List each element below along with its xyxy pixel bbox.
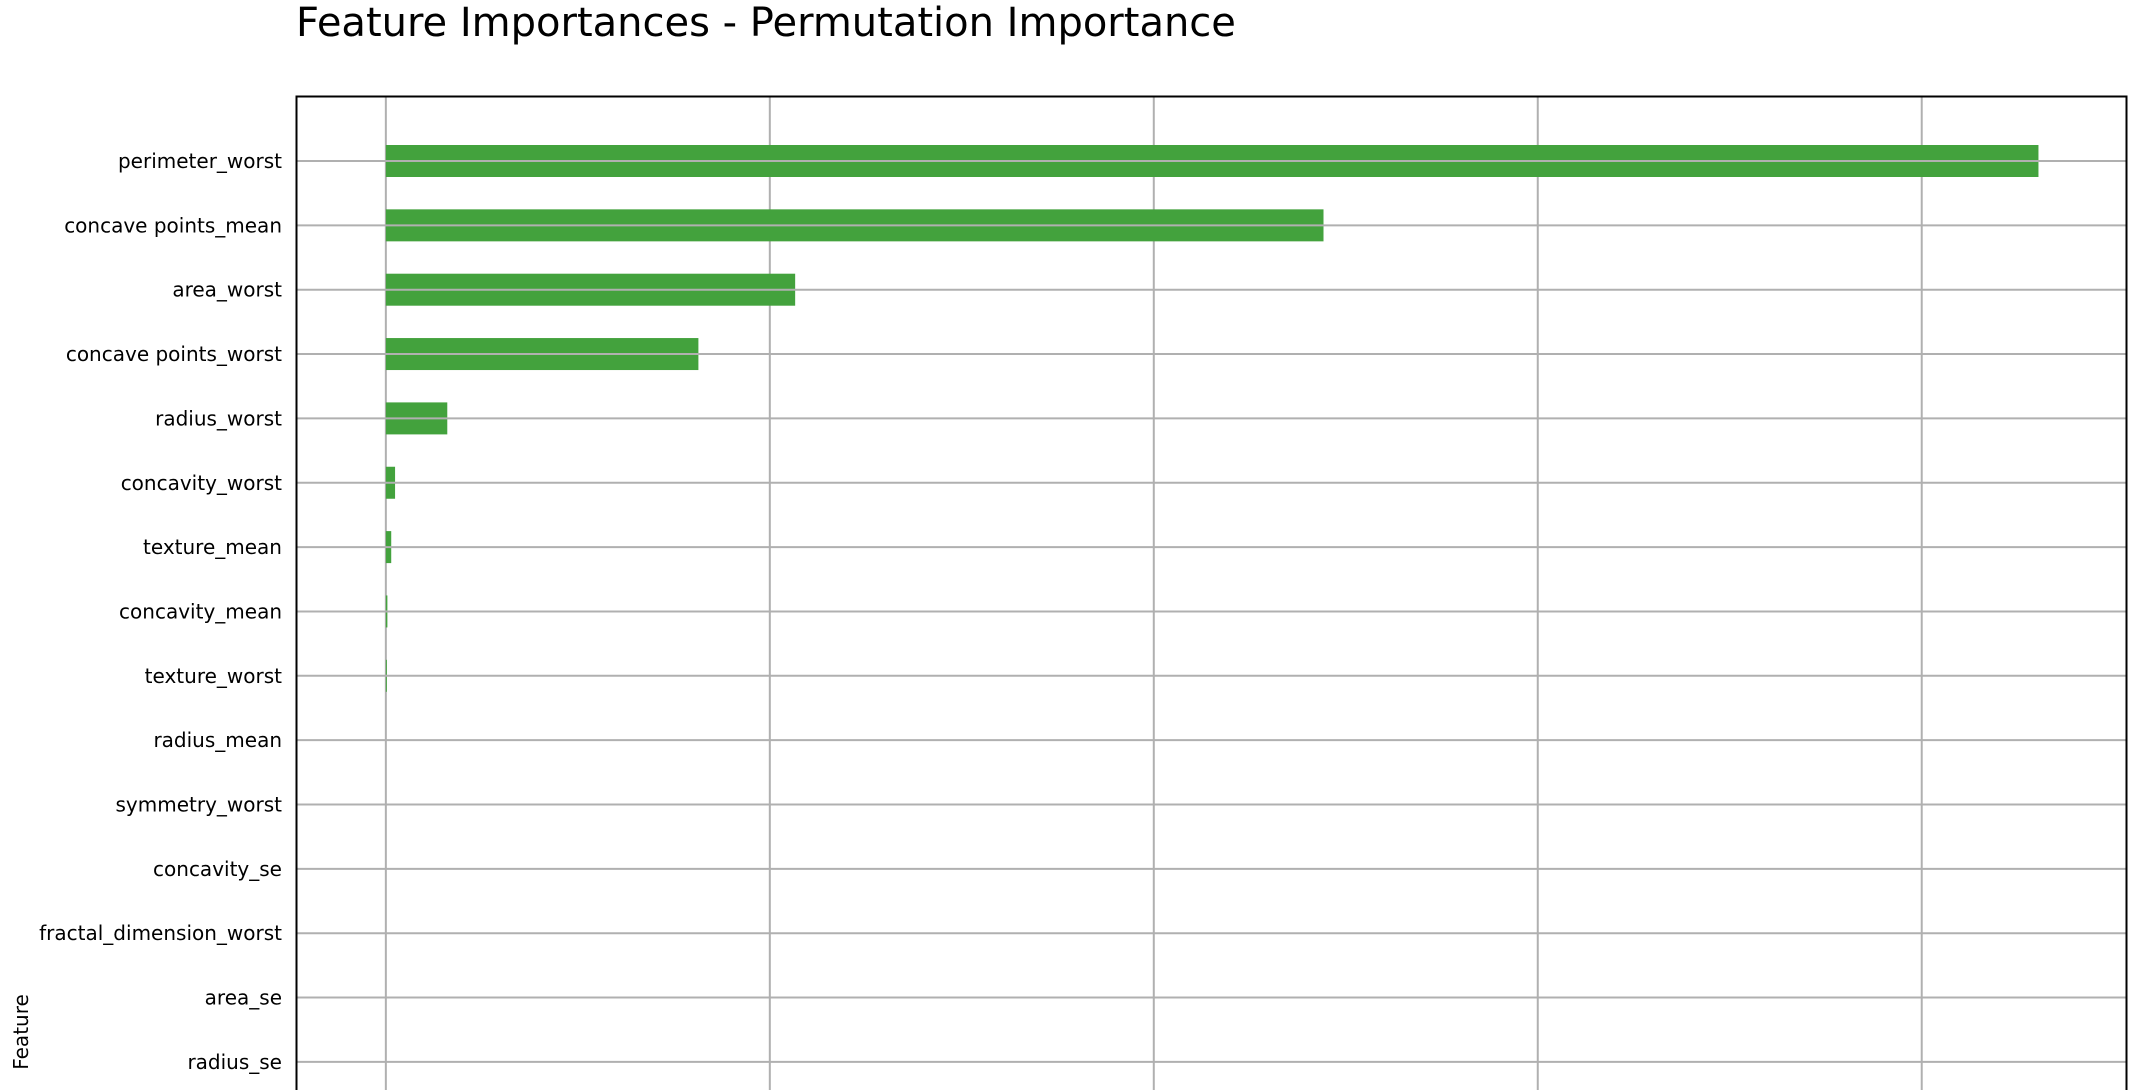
y-tick-label: radius_mean: [153, 728, 282, 752]
y-tick-label: area_se: [205, 986, 282, 1010]
y-tick-label: concavity_mean: [119, 599, 282, 623]
y-tick-label: concavity_worst: [121, 471, 282, 495]
y-tick-label: perimeter_worst: [118, 149, 282, 173]
y-tick-label: fractal_dimension_worst: [39, 921, 282, 945]
y-tick-label: radius_worst: [155, 406, 282, 430]
y-tick-label: texture_mean: [143, 535, 282, 559]
y-tick-label: area_worst: [172, 278, 282, 302]
y-tick-label: concavity_se: [153, 857, 282, 881]
y-tick-label: radius_se: [187, 1050, 282, 1074]
gridlines: [384, 96, 1923, 1090]
plot-frame: [295, 95, 2128, 1090]
y-tick-label: concave points_mean: [64, 213, 282, 237]
y-tick-label: symmetry_worst: [115, 793, 282, 817]
y-axis-label: Feature: [9, 994, 33, 1070]
category-gridlines: [296, 160, 2126, 1063]
y-tick-label: texture_worst: [145, 664, 282, 688]
y-tick-label: concave points_worst: [66, 342, 282, 366]
chart-title: Feature Importances - Permutation Import…: [296, 0, 1236, 46]
